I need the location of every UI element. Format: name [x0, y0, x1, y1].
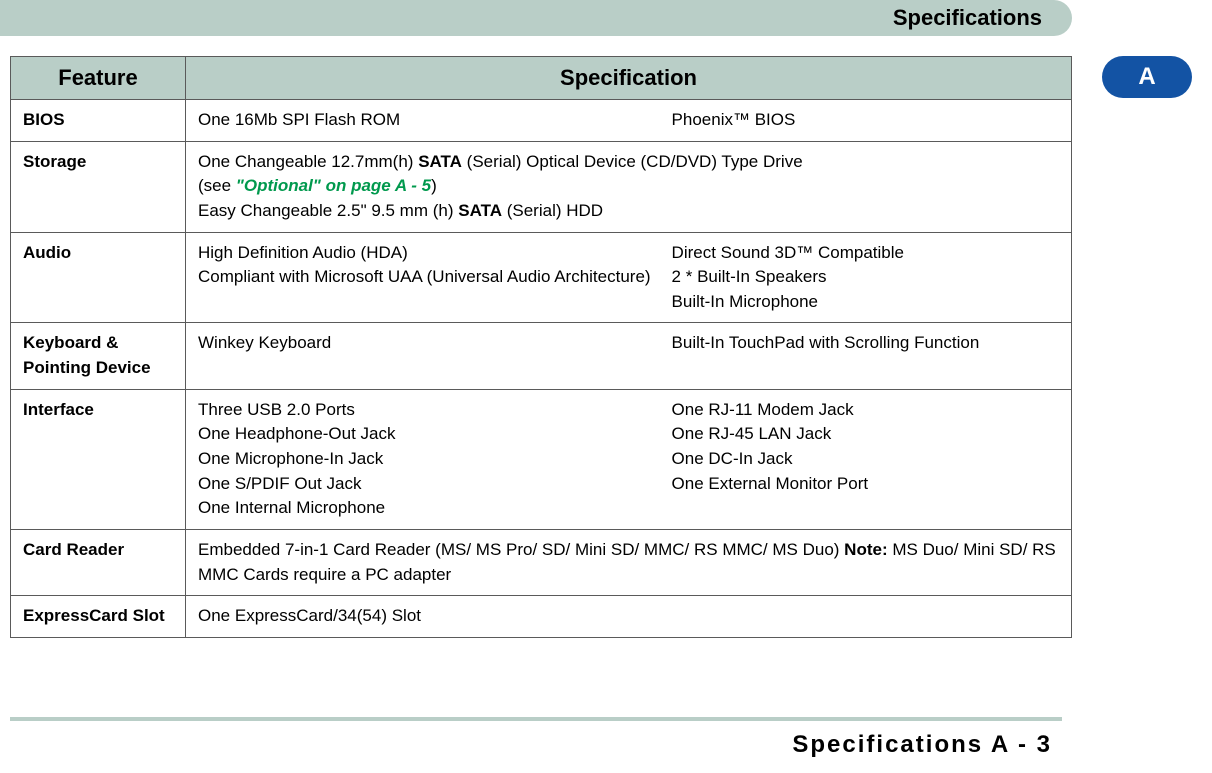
table-row: ExpressCard Slot One ExpressCard/34(54) … [11, 596, 1072, 638]
appendix-tab: A [1102, 56, 1192, 98]
table-row: Card Reader Embedded 7-in-1 Card Reader … [11, 529, 1072, 595]
spec-text: Direct Sound 3D™ Compatible [672, 241, 1059, 266]
spec-text: One Internal Microphone [198, 496, 672, 521]
feature-cell: Audio [11, 232, 186, 323]
col-header-feature: Feature [11, 57, 186, 100]
spec-text: (see [198, 176, 236, 195]
spec-text-bold: SATA [418, 152, 462, 171]
col-header-spec: Specification [186, 57, 1072, 100]
spec-text: One S/PDIF Out Jack [198, 472, 672, 497]
spec-text: Compliant with Microsoft UAA (Universal … [198, 265, 672, 290]
table-row: Interface Three USB 2.0 Ports One Headph… [11, 389, 1072, 529]
spec-text: ) [431, 176, 437, 195]
spec-text: One 16Mb SPI Flash ROM [198, 108, 672, 133]
spec-cell: Three USB 2.0 Ports One Headphone-Out Ja… [186, 389, 1072, 529]
table-row: Keyboard & Pointing Device Winkey Keyboa… [11, 323, 1072, 389]
spec-text: One Headphone-Out Jack [198, 422, 672, 447]
spec-text-bold: Note: [844, 540, 887, 559]
spec-text: One Microphone-In Jack [198, 447, 672, 472]
spec-text-bold: SATA [458, 201, 502, 220]
spec-text: One Changeable 12.7mm(h) [198, 152, 418, 171]
spec-cell: One Changeable 12.7mm(h) SATA (Serial) O… [186, 141, 1072, 232]
spec-line: Easy Changeable 2.5" 9.5 mm (h) SATA (Se… [198, 199, 1059, 224]
feature-cell: Storage [11, 141, 186, 232]
table-row: Audio High Definition Audio (HDA) Compli… [11, 232, 1072, 323]
spec-text: Built-In Microphone [672, 290, 1059, 315]
spec-text: High Definition Audio (HDA) [198, 241, 672, 266]
spec-text: Phoenix™ BIOS [672, 108, 1059, 133]
feature-cell: BIOS [11, 100, 186, 142]
table-row: BIOS One 16Mb SPI Flash ROM Phoenix™ BIO… [11, 100, 1072, 142]
content-area: Feature Specification BIOS One 16Mb SPI … [0, 36, 1212, 638]
footer-rule [10, 717, 1062, 721]
feature-cell: ExpressCard Slot [11, 596, 186, 638]
spec-line: (see "Optional" on page A - 5) [198, 174, 1059, 199]
spec-cell: Embedded 7-in-1 Card Reader (MS/ MS Pro/… [186, 529, 1072, 595]
appendix-tab-label: A [1138, 63, 1155, 91]
header-title: Specifications [893, 5, 1042, 31]
spec-table: Feature Specification BIOS One 16Mb SPI … [10, 56, 1072, 638]
page-reference-link[interactable]: "Optional" on page A - 5 [236, 176, 431, 195]
spec-text: Winkey Keyboard [198, 331, 672, 356]
feature-cell: Keyboard & Pointing Device [11, 323, 186, 389]
spec-line: One Changeable 12.7mm(h) SATA (Serial) O… [198, 150, 1059, 175]
footer-page-label: Specifications A - 3 [792, 731, 1052, 759]
spec-cell: One ExpressCard/34(54) Slot [186, 596, 1072, 638]
spec-text: One RJ-45 LAN Jack [672, 422, 1059, 447]
spec-text: Three USB 2.0 Ports [198, 398, 672, 423]
table-row: Storage One Changeable 12.7mm(h) SATA (S… [11, 141, 1072, 232]
feature-cell: Interface [11, 389, 186, 529]
spec-text: Embedded 7-in-1 Card Reader (MS/ MS Pro/… [198, 540, 844, 559]
spec-cell: High Definition Audio (HDA) Compliant wi… [186, 232, 1072, 323]
header-bar: Specifications [0, 0, 1072, 36]
spec-cell: Winkey Keyboard Built-In TouchPad with S… [186, 323, 1072, 389]
spec-text: One External Monitor Port [672, 472, 1059, 497]
spec-text: (Serial) Optical Device (CD/DVD) Type Dr… [462, 152, 803, 171]
feature-cell: Card Reader [11, 529, 186, 595]
spec-text: Easy Changeable 2.5" 9.5 mm (h) [198, 201, 458, 220]
spec-text: One DC-In Jack [672, 447, 1059, 472]
spec-text: (Serial) HDD [502, 201, 603, 220]
table-header-row: Feature Specification [11, 57, 1072, 100]
spec-text: Built-In TouchPad with Scrolling Functio… [672, 331, 1059, 356]
spec-cell: One 16Mb SPI Flash ROM Phoenix™ BIOS [186, 100, 1072, 142]
spec-text: 2 * Built-In Speakers [672, 265, 1059, 290]
spec-text: One RJ-11 Modem Jack [672, 398, 1059, 423]
